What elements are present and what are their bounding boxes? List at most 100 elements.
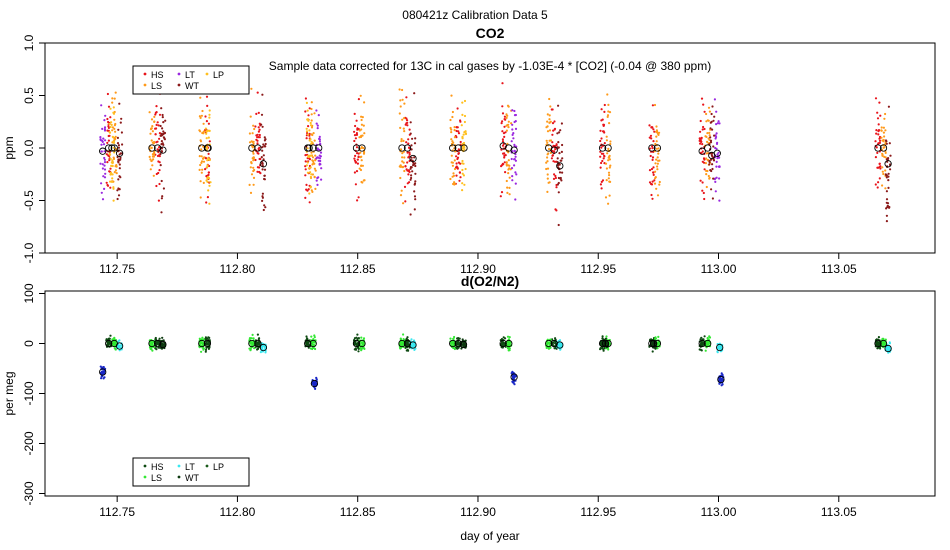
data-point xyxy=(546,141,549,144)
data-point xyxy=(112,344,115,347)
data-point xyxy=(703,168,706,171)
data-point xyxy=(703,110,706,113)
data-point xyxy=(160,147,163,150)
data-point xyxy=(113,341,116,344)
data-point xyxy=(252,158,255,161)
mean-marker xyxy=(704,339,712,348)
data-point xyxy=(103,119,106,122)
data-point xyxy=(356,158,359,161)
data-point xyxy=(604,196,608,199)
data-point xyxy=(207,157,210,161)
data-point xyxy=(606,115,609,118)
data-point xyxy=(256,170,259,173)
data-point xyxy=(455,155,458,158)
mean-marker xyxy=(648,144,656,152)
data-point xyxy=(109,116,112,119)
data-point xyxy=(717,347,720,350)
data-point xyxy=(356,333,359,336)
data-point xyxy=(260,113,264,116)
data-point xyxy=(885,158,888,161)
data-point xyxy=(557,104,560,107)
data-point xyxy=(258,170,261,174)
data-point xyxy=(257,147,260,150)
data-point xyxy=(204,115,207,118)
data-point xyxy=(109,125,112,129)
data-point xyxy=(412,164,415,167)
data-point xyxy=(604,162,608,165)
data-point xyxy=(408,170,411,174)
data-point xyxy=(648,169,652,172)
data-point xyxy=(875,146,878,149)
mean-marker xyxy=(398,144,406,152)
mean-marker xyxy=(653,144,662,152)
data-point xyxy=(205,146,208,149)
data-point xyxy=(551,154,555,157)
data-point xyxy=(256,348,259,351)
data-point xyxy=(609,164,612,167)
data-point xyxy=(414,164,417,168)
data-point xyxy=(650,126,653,129)
data-point xyxy=(708,177,711,180)
data-point xyxy=(160,211,163,214)
data-point xyxy=(118,349,121,352)
y-axis-label: ppm xyxy=(2,136,16,159)
mean-marker xyxy=(248,144,256,152)
data-point xyxy=(117,144,120,147)
data-point xyxy=(111,164,114,168)
data-point xyxy=(261,93,264,96)
data-point xyxy=(701,143,704,146)
data-point xyxy=(514,171,517,174)
data-point xyxy=(208,113,211,116)
data-point xyxy=(250,162,253,165)
data-point xyxy=(103,187,106,190)
data-point xyxy=(101,198,105,201)
data-point xyxy=(549,120,552,123)
legend-marker xyxy=(143,72,147,76)
data-point xyxy=(361,116,364,119)
data-point xyxy=(464,132,467,135)
data-point xyxy=(111,135,114,138)
data-point xyxy=(508,336,511,339)
data-point xyxy=(501,105,504,108)
data-point xyxy=(112,141,116,144)
data-point xyxy=(155,184,158,188)
data-point xyxy=(657,335,660,338)
data-point xyxy=(703,127,706,131)
data-point xyxy=(160,140,163,143)
data-point xyxy=(100,150,103,153)
data-point xyxy=(705,157,708,160)
data-point xyxy=(304,165,307,168)
data-point xyxy=(359,151,362,154)
data-point xyxy=(886,206,889,209)
data-point xyxy=(310,173,313,176)
data-point xyxy=(455,165,458,168)
data-point xyxy=(161,127,164,130)
data-point xyxy=(202,145,205,148)
data-point xyxy=(408,128,411,131)
data-point xyxy=(878,177,881,180)
data-point xyxy=(150,118,154,121)
legend-box xyxy=(132,65,250,95)
y-tick-label: -300 xyxy=(22,481,36,505)
data-point xyxy=(117,146,120,149)
data-point xyxy=(149,132,152,135)
data-point xyxy=(399,105,402,108)
data-point xyxy=(151,349,154,352)
mean-marker xyxy=(305,144,313,152)
data-point xyxy=(507,172,510,175)
data-point xyxy=(200,114,203,117)
data-point xyxy=(155,105,158,108)
data-point xyxy=(554,174,557,178)
data-point xyxy=(100,370,103,373)
data-point xyxy=(306,337,309,340)
data-point xyxy=(408,181,411,184)
data-point xyxy=(506,142,509,145)
data-point xyxy=(261,199,264,202)
data-point xyxy=(656,194,660,197)
data-point xyxy=(360,159,363,162)
data-point xyxy=(654,347,657,350)
data-point xyxy=(256,343,259,346)
mean-marker xyxy=(148,339,156,348)
x-tick-label: 112.75 xyxy=(99,262,135,276)
data-point xyxy=(654,162,657,165)
